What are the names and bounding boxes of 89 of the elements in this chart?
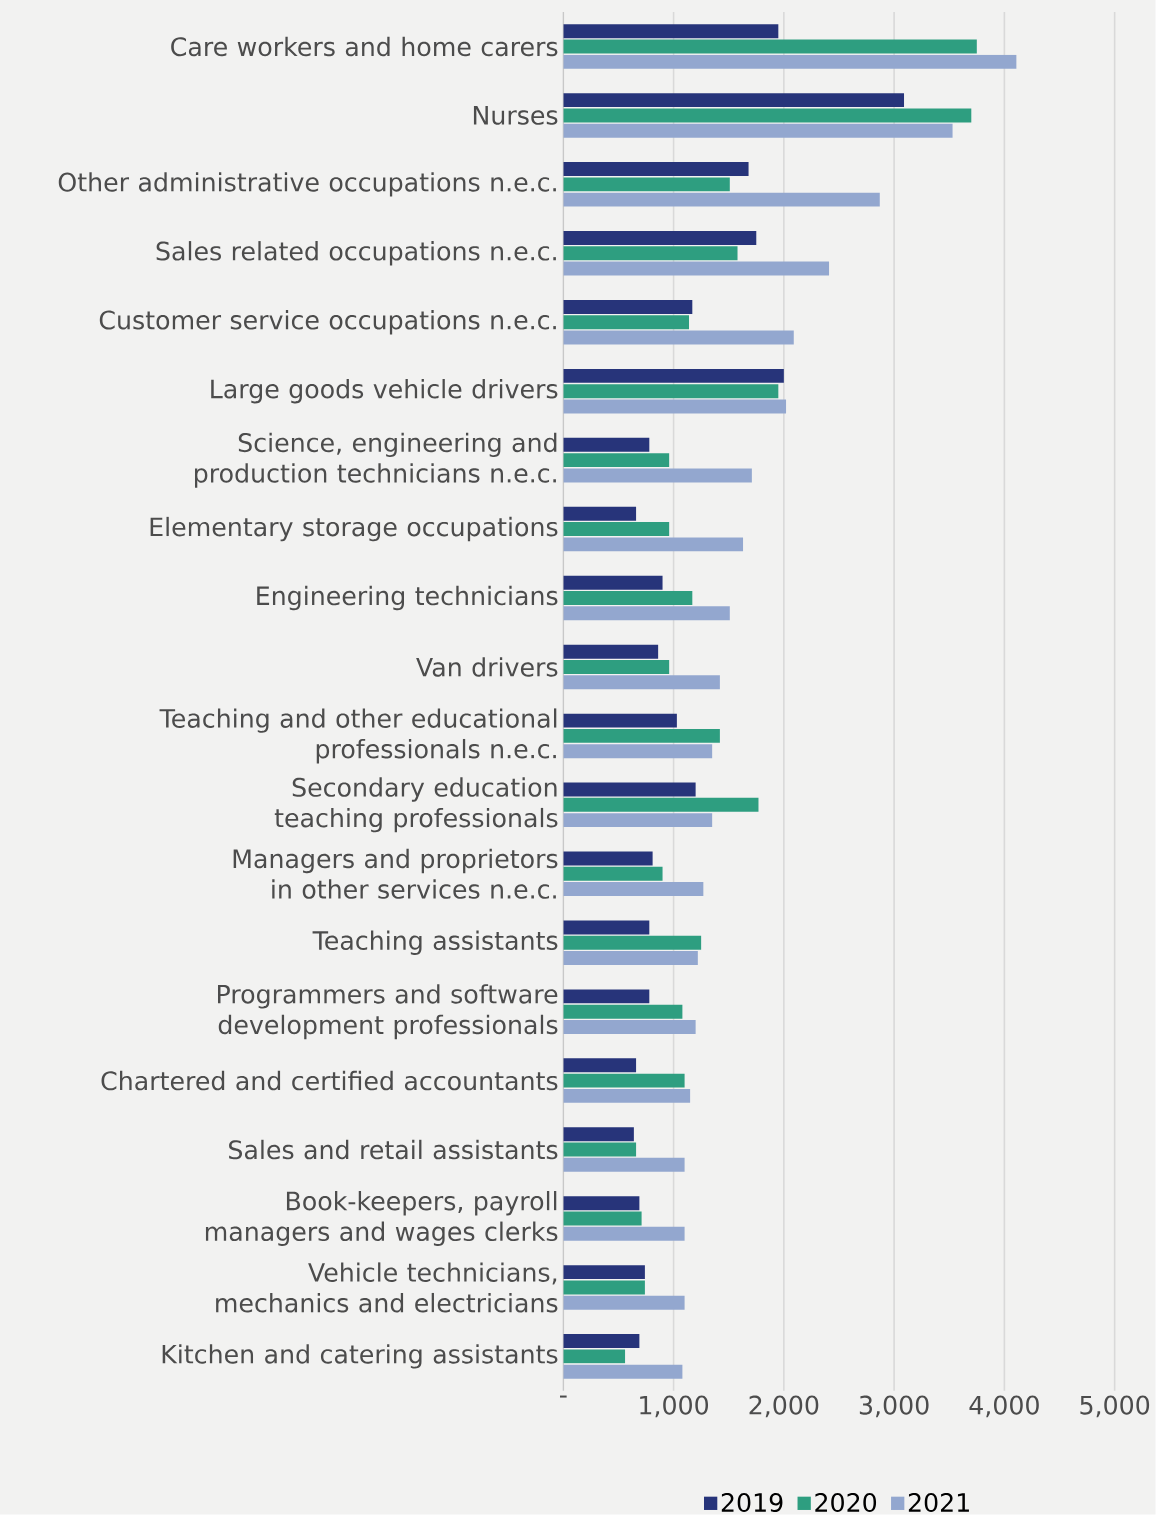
bar [563, 506, 637, 521]
y-tick-label: Teaching and other educational professionals n.e.c. [159, 708, 557, 764]
bar [563, 162, 749, 177]
bar [563, 644, 659, 659]
bar [563, 39, 978, 54]
bar [563, 951, 699, 965]
bar [563, 1019, 696, 1034]
bar [563, 192, 881, 207]
bar [563, 437, 650, 452]
bar [563, 1265, 646, 1280]
x-tick-label: 4,000 [969, 1395, 1040, 1418]
bar [563, 537, 744, 552]
bar [563, 728, 721, 743]
y-tick-label: Van drivers [416, 657, 558, 677]
y-tick-label: Managers and proprietors in other services n.e.c. [233, 848, 558, 899]
bar [563, 453, 670, 468]
bar [563, 468, 753, 483]
bar [563, 299, 693, 314]
bar [563, 54, 1017, 69]
bar [563, 368, 785, 383]
bar [563, 797, 759, 812]
bar [563, 1088, 691, 1103]
y-tick-label: Other administrative occupations n.e.c. [58, 172, 557, 197]
bar [563, 315, 690, 330]
bar [563, 1364, 683, 1379]
bar [563, 93, 905, 108]
bar [563, 675, 721, 690]
x-tick-label: 5,000 [1080, 1395, 1150, 1418]
y-tick-label: Teaching assistants [312, 930, 558, 955]
bar [563, 1226, 685, 1241]
bar [563, 108, 972, 123]
bar [563, 851, 653, 866]
bar [563, 1058, 637, 1073]
bar [563, 1334, 640, 1349]
y-tick-label: Care workers and home carers [171, 36, 558, 57]
bar [563, 1196, 640, 1211]
bar [563, 1211, 642, 1226]
bar [563, 1157, 685, 1172]
y-tick-label: Chartered and certified accountants [101, 1070, 558, 1091]
legend-label: 2021 [909, 1492, 970, 1513]
y-tick-label: Science, engineering and production technicians n.e.c. [195, 432, 557, 488]
x-tick-label: 3,000 [860, 1395, 929, 1418]
bar [563, 24, 779, 39]
y-tick-label: Customer service occupations n.e.c. [100, 310, 557, 335]
y-tick-label: Sales and retail assistants [229, 1139, 558, 1160]
bar [563, 659, 670, 674]
y-tick-label: Kitchen and catering assistants [162, 1344, 558, 1369]
bar [563, 1142, 637, 1157]
y-tick-label: Engineering technicians [257, 585, 558, 611]
y-tick-label: Programmers and software development professionals [218, 984, 558, 1040]
bar [563, 1280, 646, 1295]
bar [563, 261, 830, 276]
y-tick-label: Book-keepers, payroll managers and wages clerks [206, 1190, 558, 1246]
bar [563, 1073, 685, 1088]
bar [563, 399, 787, 414]
y-tick-label: Nurses [474, 106, 558, 125]
bar [563, 606, 731, 621]
x-tick-label: 2,000 [749, 1395, 819, 1418]
legend-label: 2019 [722, 1492, 783, 1513]
bar [563, 1004, 683, 1019]
bar [563, 591, 693, 605]
bar [563, 935, 702, 950]
bar [563, 744, 713, 759]
y-tick-label: Vehicle technicians, mechanics and electricians [216, 1262, 558, 1313]
bar [563, 1295, 685, 1310]
legend-label: 2020 [815, 1492, 877, 1513]
bar [563, 522, 670, 537]
bar [563, 782, 696, 797]
y-tick-label: Secondary education teaching professionals [275, 777, 558, 833]
y-tick-label: Elementary storage occupations [150, 516, 558, 542]
y-tick-label: Large goods vehicle drivers [211, 378, 558, 404]
bar [563, 330, 794, 345]
bar [563, 920, 650, 935]
bar [563, 384, 779, 399]
bar [563, 575, 663, 590]
bar [563, 123, 953, 138]
bar [563, 866, 663, 881]
bar [563, 813, 713, 828]
bar [563, 177, 731, 192]
bar [563, 882, 704, 897]
bar [563, 989, 650, 1004]
bar [563, 1127, 635, 1142]
x-tick-label: - [560, 1395, 567, 1398]
x-tick-label: 1,000 [640, 1395, 709, 1418]
bar [563, 246, 738, 261]
bar [563, 713, 678, 728]
bar [563, 231, 757, 245]
bar [563, 1349, 626, 1364]
y-tick-label: Sales related occupations n.e.c. [156, 241, 557, 266]
